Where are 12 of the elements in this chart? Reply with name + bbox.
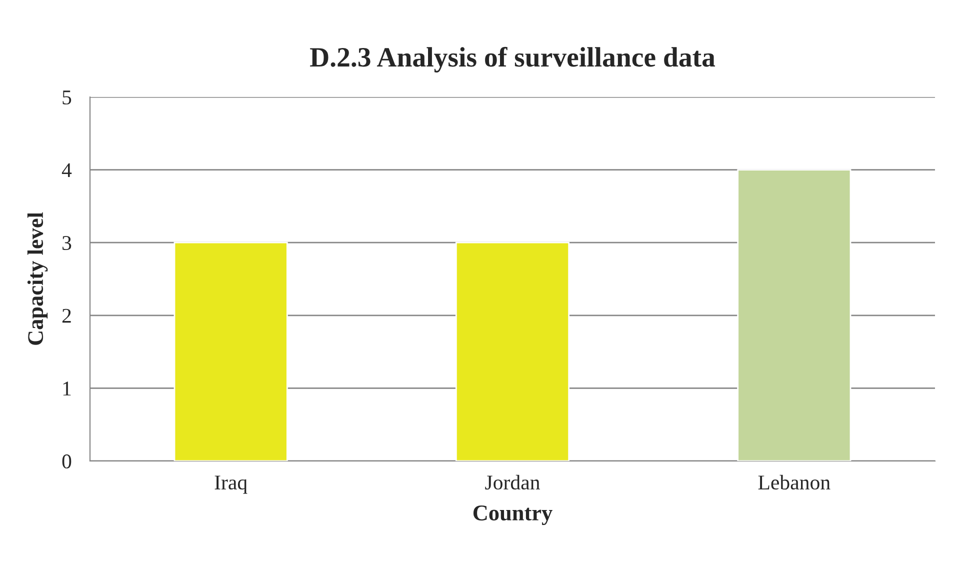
y-tick-label: 4 [62, 163, 72, 178]
y-tick-label: 1 [63, 382, 71, 396]
y-tick-label: 5 [62, 90, 72, 104]
x-tick-label: Iraq [214, 476, 248, 494]
x-axis-title: Country [473, 506, 552, 526]
x-tick-label: Lebanon [758, 474, 830, 490]
chart-title: D.2.3 Analysis of surveillance data [310, 46, 716, 72]
y-axis-title: Capacity level [27, 212, 48, 345]
y-tick-label: 3 [62, 236, 72, 250]
y-tick-label: 0 [62, 454, 72, 468]
x-tick-label: Jordan [485, 474, 540, 490]
y-tick-label: 2 [62, 308, 71, 323]
